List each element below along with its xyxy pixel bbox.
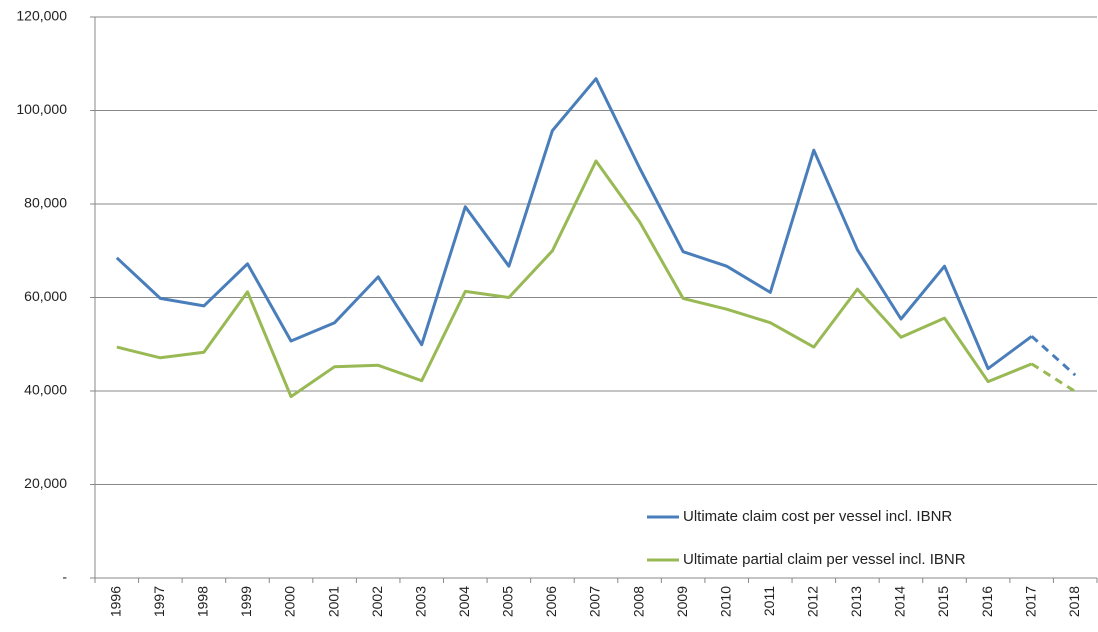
legend-label: Ultimate claim cost per vessel incl. IBN… (683, 508, 952, 525)
x-tick-label: 2015 (935, 586, 951, 617)
x-tick-label: 2005 (500, 586, 516, 617)
x-tick-label: 2011 (761, 586, 777, 616)
x-tick-label: 2008 (630, 586, 646, 617)
x-tick-label: 1996 (107, 586, 123, 617)
x-tick-label: 2018 (1066, 586, 1082, 617)
x-tick-label: 2002 (369, 586, 385, 617)
y-tick-label: - (62, 569, 67, 585)
x-tick-label: 2001 (325, 586, 341, 617)
series-line-dashed (1030, 362, 1077, 393)
y-tick-label: 120,000 (16, 8, 67, 24)
x-tick-label: 2007 (587, 586, 603, 617)
series-line (115, 77, 1033, 371)
x-tick-label: 1998 (195, 586, 211, 617)
x-tick-label: 2016 (979, 586, 995, 617)
x-tick-label: 2013 (848, 586, 864, 617)
x-tick-label: 2006 (543, 586, 559, 617)
x-tick-label: 1997 (151, 586, 167, 617)
y-tick-label: 100,000 (16, 101, 67, 117)
x-tick-label: 1999 (238, 586, 254, 617)
y-tick-label: 20,000 (24, 475, 67, 491)
series-line (116, 159, 1033, 399)
legend-label: Ultimate partial claim per vessel incl. … (683, 551, 966, 568)
x-tick-label: 2017 (1022, 586, 1038, 617)
x-tick-label: 2014 (892, 586, 908, 617)
x-tick-label: 2003 (412, 586, 428, 617)
series-line-dashed (1030, 335, 1077, 377)
y-tick-label: 80,000 (24, 195, 67, 211)
x-tick-label: 2004 (456, 586, 472, 617)
x-tick-label: 2009 (674, 586, 690, 617)
x-tick-label: 2000 (282, 586, 298, 617)
y-tick-label: 40,000 (24, 382, 67, 398)
y-tick-label: 60,000 (24, 288, 67, 304)
x-tick-label: 2012 (805, 586, 821, 617)
x-tick-label: 2010 (717, 586, 733, 617)
